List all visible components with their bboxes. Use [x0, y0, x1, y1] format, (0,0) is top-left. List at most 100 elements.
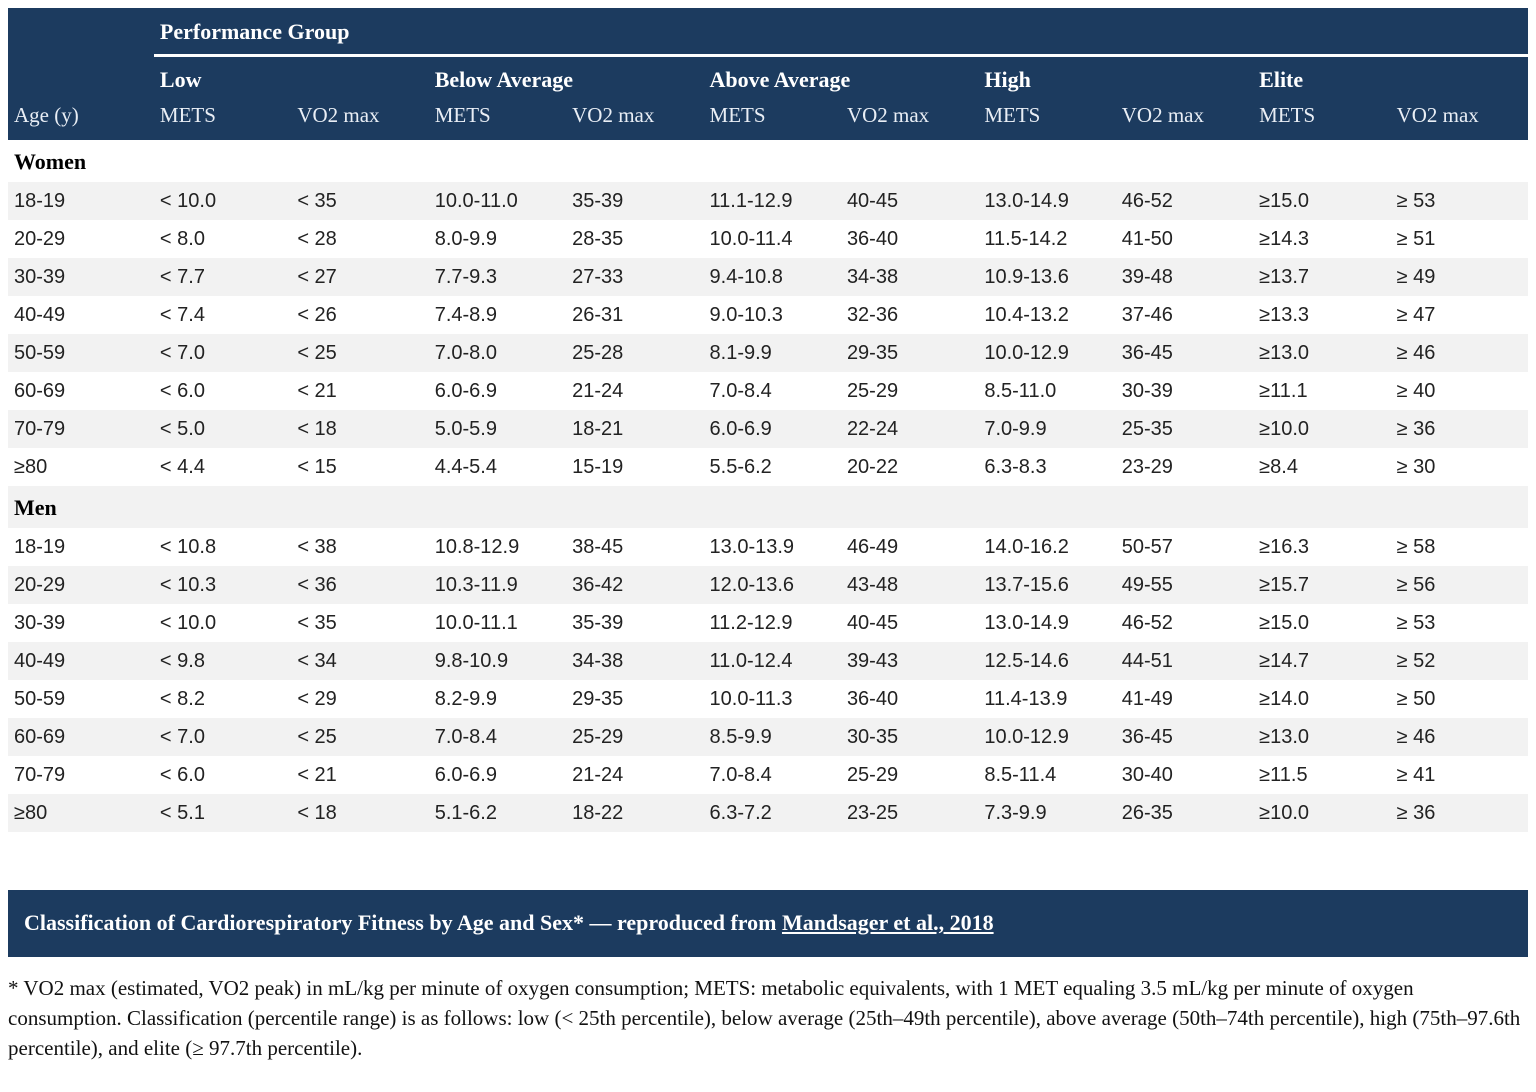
value-cell: 9.0-10.3 — [703, 296, 841, 334]
value-cell: 25-29 — [566, 718, 704, 756]
age-cell: 50-59 — [8, 680, 154, 718]
value-cell: 7.0-8.0 — [428, 334, 567, 372]
value-cell: ≥ 51 — [1390, 220, 1528, 258]
value-cell: ≥ 53 — [1390, 182, 1528, 220]
value-cell: 38-45 — [566, 528, 704, 566]
table-row: 40-49 < 9.8 < 34 9.8-10.9 34-38 11.0-12.4 39-4… — [8, 642, 1528, 680]
value-cell: 11.5-14.2 — [978, 220, 1116, 258]
value-cell: 34-38 — [840, 258, 979, 296]
group-header-below-average: Below Average — [428, 55, 704, 99]
value-cell: ≥15.0 — [1253, 604, 1391, 642]
value-cell: < 25 — [291, 718, 429, 756]
value-cell: 8.5-11.4 — [978, 756, 1116, 794]
value-cell: 49-55 — [1115, 566, 1254, 604]
value-cell: 13.0-13.9 — [703, 528, 841, 566]
value-cell: ≥ 36 — [1390, 410, 1528, 448]
value-cell: 29-35 — [566, 680, 704, 718]
value-cell: 8.2-9.9 — [428, 680, 567, 718]
value-cell: 46-49 — [840, 528, 979, 566]
value-cell: < 21 — [291, 756, 429, 794]
vo2max-column-header: VO2 max — [566, 99, 704, 140]
value-cell: 30-35 — [840, 718, 979, 756]
source-link[interactable]: Mandsager et al., 2018 — [781, 910, 994, 935]
table-row: 18-19 < 10.8 < 38 10.8-12.9 38-45 13.0-13.9 46… — [8, 528, 1528, 566]
caption-bar: Classification of Cardiorespiratory Fitn… — [8, 890, 1528, 957]
value-cell: 10.0-11.1 — [428, 604, 567, 642]
value-cell: 25-29 — [840, 756, 979, 794]
value-cell: ≥14.0 — [1253, 680, 1391, 718]
age-column-header: Age (y) — [8, 99, 154, 140]
value-cell: 36-40 — [840, 680, 979, 718]
value-cell: < 36 — [291, 566, 429, 604]
value-cell: 26-35 — [1115, 794, 1254, 832]
value-cell: 28-35 — [566, 220, 704, 258]
group-header-elite: Elite — [1253, 55, 1528, 99]
footnote-text: * VO2 max (estimated, VO2 peak) in mL/kg… — [8, 976, 1521, 1060]
value-cell: 11.2-12.9 — [703, 604, 841, 642]
age-cell: 20-29 — [8, 220, 154, 258]
value-cell: < 35 — [291, 604, 429, 642]
mets-column-header: METS — [703, 99, 841, 140]
table-row: 20-29 < 8.0 < 28 8.0-9.9 28-35 10.0-11.4 36-40… — [8, 220, 1528, 258]
value-cell: ≥10.0 — [1253, 794, 1391, 832]
value-cell: ≥ 46 — [1390, 718, 1528, 756]
value-cell: ≥15.0 — [1253, 182, 1391, 220]
value-cell: < 35 — [291, 182, 429, 220]
value-cell: 7.0-8.4 — [428, 718, 567, 756]
value-cell: 7.0-8.4 — [703, 372, 841, 410]
value-cell: < 6.0 — [153, 756, 292, 794]
value-cell: < 28 — [291, 220, 429, 258]
value-cell: 27-33 — [566, 258, 704, 296]
table-header: Performance Group Low Below Average Abov… — [8, 8, 1528, 140]
vo2max-column-header: VO2 max — [1115, 99, 1254, 140]
mets-column-header: METS — [153, 99, 292, 140]
value-cell: < 18 — [291, 794, 429, 832]
value-cell: 7.0-8.4 — [703, 756, 841, 794]
value-cell: 41-49 — [1115, 680, 1254, 718]
value-cell: 7.4-8.9 — [428, 296, 567, 334]
group-header-above-average: Above Average — [703, 55, 979, 99]
section-label: Women — [8, 140, 1528, 182]
value-cell: 5.0-5.9 — [428, 410, 567, 448]
age-cell: 30-39 — [8, 258, 154, 296]
age-cell: 40-49 — [8, 642, 154, 680]
value-cell: 10.0-12.9 — [978, 334, 1116, 372]
value-cell: 10.3-11.9 — [428, 566, 567, 604]
value-cell: 10.0-12.9 — [978, 718, 1116, 756]
value-cell: 13.0-14.9 — [978, 182, 1116, 220]
value-cell: 35-39 — [566, 182, 704, 220]
value-cell: ≥ 30 — [1390, 448, 1528, 486]
value-cell: 7.3-9.9 — [978, 794, 1116, 832]
value-cell: ≥ 56 — [1390, 566, 1528, 604]
age-cell: 50-59 — [8, 334, 154, 372]
value-cell: ≥ 46 — [1390, 334, 1528, 372]
value-cell: 8.0-9.9 — [428, 220, 567, 258]
value-cell: 50-57 — [1115, 528, 1254, 566]
value-cell: 25-28 — [566, 334, 704, 372]
value-cell: ≥ 53 — [1390, 604, 1528, 642]
value-cell: ≥ 41 — [1390, 756, 1528, 794]
value-cell: < 29 — [291, 680, 429, 718]
age-cell: ≥80 — [8, 794, 154, 832]
value-cell: 32-36 — [840, 296, 979, 334]
value-cell: ≥ 47 — [1390, 296, 1528, 334]
value-cell: 12.5-14.6 — [978, 642, 1116, 680]
age-cell: 70-79 — [8, 410, 154, 448]
value-cell: < 18 — [291, 410, 429, 448]
age-cell: 18-19 — [8, 528, 154, 566]
table-row: 30-39 < 7.7 < 27 7.7-9.3 27-33 9.4-10.8 34-38 1… — [8, 258, 1528, 296]
section-row: Men — [8, 486, 1528, 528]
value-cell: < 10.0 — [153, 604, 292, 642]
section-label: Men — [8, 486, 1528, 528]
value-cell: 34-38 — [566, 642, 704, 680]
value-cell: < 8.2 — [153, 680, 292, 718]
value-cell: 6.0-6.9 — [428, 372, 567, 410]
value-cell: ≥ 52 — [1390, 642, 1528, 680]
value-cell: < 15 — [291, 448, 429, 486]
value-cell: < 5.0 — [153, 410, 292, 448]
value-cell: ≥14.3 — [1253, 220, 1391, 258]
value-cell: 18-22 — [566, 794, 704, 832]
value-cell: 25-29 — [840, 372, 979, 410]
table-body: Women 18-19 < 10.0 < 35 10.0-11.0 35-39 11.1-1… — [8, 140, 1528, 832]
